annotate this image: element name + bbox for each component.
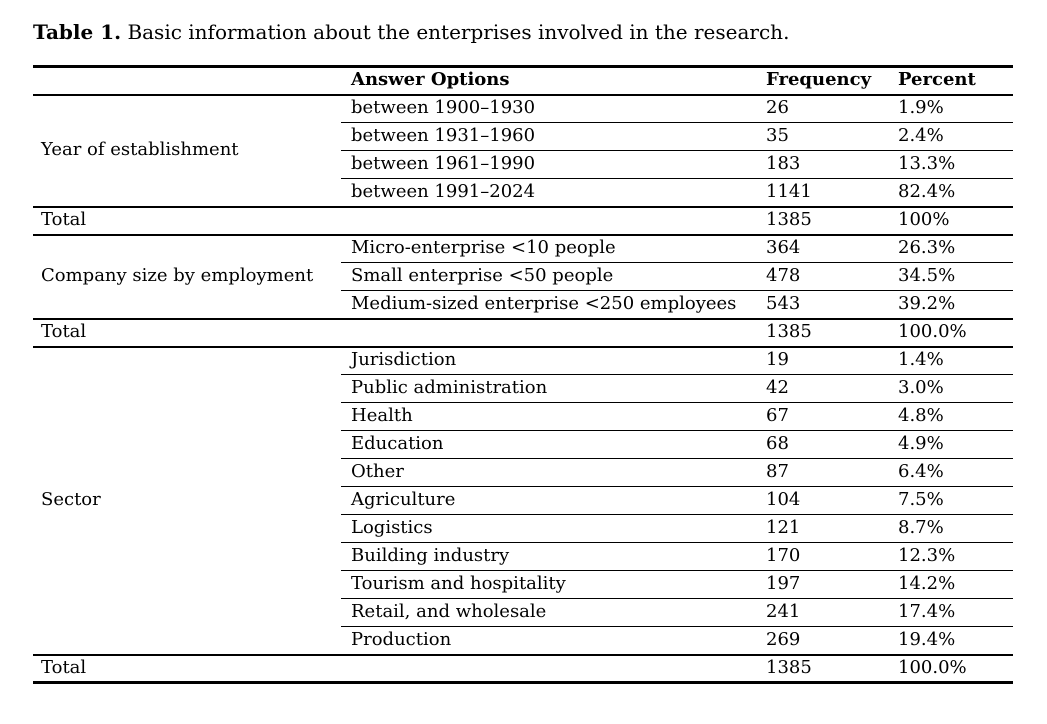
option-cell: Retail, and wholesale (341, 598, 766, 627)
table-row: Tourism and hospitality 197 14.2% (33, 570, 1013, 599)
frequency-cell: 121 (766, 514, 898, 543)
frequency-cell: 42 (766, 374, 898, 403)
total-row: Total 1385 100.0% (33, 653, 1013, 684)
section-label-sector: Sector (41, 489, 101, 511)
option-cell: between 1991–2024 (341, 178, 766, 207)
percent-cell: 3.0% (898, 374, 1013, 403)
total-label: Total (33, 317, 766, 348)
percent-cell: 82.4% (898, 178, 1013, 207)
frequency-cell: 68 (766, 430, 898, 459)
percent-cell: 7.5% (898, 486, 1013, 515)
total-frequency-cell: 1385 (766, 653, 898, 684)
enterprise-info-table: Answer Options Frequency Percent Year of… (33, 65, 1013, 684)
total-label: Total (33, 653, 766, 684)
option-cell: between 1931–1960 (341, 122, 766, 151)
section-label-company-size: Company size by employment (41, 265, 314, 287)
option-cell: Tourism and hospitality (341, 570, 766, 599)
percent-cell: 26.3% (898, 237, 956, 259)
percent-cell: 4.8% (898, 402, 1013, 431)
percent-cell: 19.4% (898, 626, 1013, 655)
percent-cell: 4.9% (898, 430, 1013, 459)
percent-cell: 6.4% (898, 458, 1013, 487)
option-cell: Small enterprise <50 people (341, 262, 766, 291)
frequency-cell: 269 (766, 626, 898, 655)
percent-header: Percent (898, 66, 1013, 96)
option-cell: Production (341, 626, 766, 655)
frequency-cell: 35 (766, 122, 898, 151)
table-row: between 1961–1990 183 13.3% (33, 150, 1013, 179)
option-cell: Other (341, 458, 766, 487)
percent-cell: 2.4% (898, 122, 1013, 151)
frequency-cell: 197 (766, 570, 898, 599)
header-row: Answer Options Frequency Percent (33, 66, 1013, 96)
table-row: Production 269 19.4% (33, 626, 1013, 655)
table-row: Other 87 6.4% (33, 458, 1013, 487)
percent-cell: 13.3% (898, 150, 1013, 179)
option-cell: between 1900–1930 (351, 97, 536, 119)
table-row: Agriculture 104 7.5% (33, 486, 1013, 515)
total-row: Total 1385 100.0% (33, 317, 1013, 348)
total-frequency-cell: 1385 (766, 205, 898, 236)
option-cell: Health (341, 402, 766, 431)
table-row: between 1931–1960 35 2.4% (33, 122, 1013, 151)
frequency-cell: 543 (766, 290, 898, 319)
frequency-cell: 19 (766, 349, 789, 371)
option-cell: Education (341, 430, 766, 459)
table-row: Year of establishment between 1900–1930 … (33, 95, 1013, 159)
table-row: between 1991–2024 1141 82.4% (33, 178, 1013, 207)
total-frequency-cell: 1385 (766, 317, 898, 348)
table-row: Education 68 4.9% (33, 430, 1013, 459)
option-cell: Public administration (341, 374, 766, 403)
table-row: Medium-sized enterprise <250 employees 5… (33, 290, 1013, 319)
frequency-cell: 67 (766, 402, 898, 431)
table-row: Building industry 170 12.3% (33, 542, 1013, 571)
table-row: Logistics 121 8.7% (33, 514, 1013, 543)
frequency-cell: 183 (766, 150, 898, 179)
frequency-cell: 364 (766, 237, 801, 259)
percent-cell: 8.7% (898, 514, 1013, 543)
frequency-cell: 478 (766, 262, 898, 291)
frequency-cell: 1141 (766, 178, 898, 207)
option-cell: Micro-enterprise <10 people (351, 237, 616, 259)
corner-header-empty (33, 66, 341, 96)
total-percent-cell: 100% (898, 205, 1013, 236)
table-row: Health 67 4.8% (33, 402, 1013, 431)
option-cell: Jurisdiction (351, 349, 457, 371)
option-cell: between 1961–1990 (341, 150, 766, 179)
total-percent-cell: 100.0% (898, 317, 1013, 348)
total-percent-cell: 100.0% (898, 653, 1013, 684)
percent-cell: 34.5% (898, 262, 1013, 291)
option-cell: Logistics (341, 514, 766, 543)
table-row: Company size by employment Micro-enterpr… (33, 235, 1013, 285)
percent-cell: 1.4% (898, 349, 944, 371)
frequency-cell: 241 (766, 598, 898, 627)
answer-options-header: Answer Options (341, 66, 766, 96)
table-row: Public administration 42 3.0% (33, 374, 1013, 403)
frequency-header: Frequency (766, 66, 898, 96)
table-row: Retail, and wholesale 241 17.4% (33, 598, 1013, 627)
total-row: Total 1385 100% (33, 205, 1013, 236)
option-cell: Medium-sized enterprise <250 employees (341, 290, 766, 319)
total-label: Total (33, 205, 766, 236)
table-caption-text: Basic information about the enterprises … (127, 20, 790, 44)
option-cell: Agriculture (341, 486, 766, 515)
table-row: Small enterprise <50 people 478 34.5% (33, 262, 1013, 291)
table-caption: Table 1. Basic information about the ent… (33, 20, 1047, 45)
table-caption-label: Table 1. (33, 20, 122, 44)
percent-cell: 14.2% (898, 570, 1013, 599)
frequency-cell: 170 (766, 542, 898, 571)
section-label-year: Year of establishment (41, 139, 239, 161)
percent-cell: 17.4% (898, 598, 1013, 627)
option-cell: Building industry (341, 542, 766, 571)
frequency-cell: 104 (766, 486, 898, 515)
percent-cell: 12.3% (898, 542, 1013, 571)
percent-cell: 1.9% (898, 97, 944, 119)
percent-cell: 39.2% (898, 290, 1013, 319)
frequency-cell: 87 (766, 458, 898, 487)
frequency-cell: 26 (766, 97, 789, 119)
table-row: Sector Jurisdiction 19 1.4% (33, 347, 1013, 509)
